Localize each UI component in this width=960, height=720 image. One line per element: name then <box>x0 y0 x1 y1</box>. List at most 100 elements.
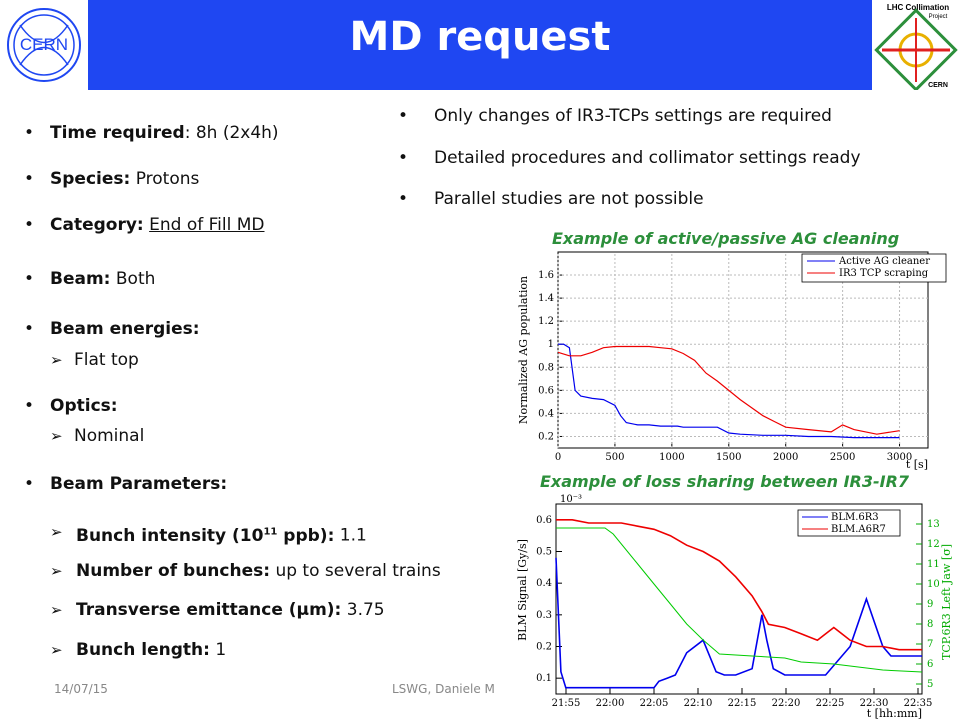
chart2-y2-tick-label: 11 <box>927 559 940 570</box>
chart1-y-tick-label: 1.6 <box>538 270 554 281</box>
chart2-y2-tick-label: 9 <box>927 599 933 610</box>
bunch-intensity-item: Bunch intensity (1011 ppb): 1.1 <box>76 521 367 547</box>
chart1-x-tick-label: 500 <box>605 452 624 463</box>
chart2-y-tick-label: 0.6 <box>536 515 552 526</box>
chart2-y-tick-label: 0.2 <box>536 642 552 653</box>
bullet-dot: • <box>398 189 409 209</box>
beam-item: Beam: Both <box>50 268 155 290</box>
chart1-legend-box <box>801 253 947 283</box>
category-value: End of Fill MD <box>149 215 265 235</box>
emittance-label: Transverse emittance (μm): <box>76 600 342 620</box>
chart1-y-axis-label: Normalized AG population <box>517 276 530 424</box>
chart1-y-tick-label: 0.8 <box>538 362 554 373</box>
chart2-x-tick-label: 22:00 <box>596 698 625 709</box>
params-item: Beam Parameters: <box>50 473 227 495</box>
emittance-item: Transverse emittance (μm): 3.75 <box>76 599 385 621</box>
bullet-dot: • <box>24 474 35 494</box>
beam-value: Both <box>110 269 156 289</box>
emittance-value: 3.75 <box>341 600 385 620</box>
bullet-dot: • <box>398 148 409 168</box>
chart2-y-tick-label: 0.3 <box>536 610 552 621</box>
arrow-bullet-icon: ➢ <box>50 523 63 541</box>
bunch-intensity-value: 1.1 <box>334 525 367 546</box>
optics-item: Optics: <box>50 395 118 417</box>
chart2-x-tick-label: 22:10 <box>684 698 713 709</box>
bullet-dot: • <box>24 215 35 235</box>
energies-label: Beam energies: <box>50 319 200 339</box>
time-required-item: Time required: 8h (2x4h) <box>50 122 279 144</box>
bunch-length-value: 1 <box>209 640 227 660</box>
nbunch-label: Number of bunches: <box>76 561 271 581</box>
chart2-y2-tick-label: 7 <box>927 639 933 650</box>
chart2-y-tick-label: 0.5 <box>536 547 552 558</box>
chart2-y2-tick-label: 13 <box>927 519 940 530</box>
category-item: Category: End of Fill MD <box>50 214 265 236</box>
chart2-y2-tick-label: 8 <box>927 619 933 630</box>
arrow-bullet-icon: ➢ <box>50 427 63 445</box>
chart2-legend-entry-1: BLM.A6R7 <box>831 524 886 535</box>
time-required-value: : 8h (2x4h) <box>184 123 279 143</box>
chart2-x-tick-label: 22:05 <box>640 698 669 709</box>
chart2-x-tick-label: 21:55 <box>552 698 581 709</box>
svg-text:CERN: CERN <box>928 82 948 89</box>
chart2-legend-box <box>797 509 901 537</box>
cern-logo: CERN <box>0 0 88 90</box>
optics-label: Optics: <box>50 396 118 416</box>
arrow-bullet-icon: ➢ <box>50 562 63 580</box>
svg-text:LHC Collimation: LHC Collimation <box>887 3 949 12</box>
chart2-caption: Example of loss sharing between IR3-IR7 <box>540 472 910 491</box>
params-label: Beam Parameters: <box>50 474 228 494</box>
category-label: Category: <box>50 215 144 235</box>
chart2-x-tick-label: 22:30 <box>860 698 889 709</box>
bunch-length-label: Bunch length: <box>76 640 210 660</box>
chart2-series-1-line <box>556 518 922 651</box>
bullet-dot: • <box>24 319 35 339</box>
nbunch-value: up to several trains <box>270 561 441 581</box>
chart1-y-tick-label: 1.4 <box>538 293 554 304</box>
chart1-x-tick-label: 2000 <box>773 452 798 463</box>
chart1-y-tick-label: 1 <box>548 339 554 350</box>
chart1-x-tick-label: 0 <box>555 452 561 463</box>
arrow-bullet-icon: ➢ <box>50 351 63 369</box>
svg-text:Project: Project <box>929 14 948 20</box>
energies-sub-item: Flat top <box>74 350 139 370</box>
chart1-x-tick-label: 1000 <box>659 452 684 463</box>
arrow-bullet-icon: ➢ <box>50 641 63 659</box>
chart2-y2-tick-label: 10 <box>927 579 940 590</box>
bullet-dot: • <box>24 396 35 416</box>
bullet-dot: • <box>24 269 35 289</box>
chart1-legend-entry-0: Active AG cleaner <box>838 256 930 267</box>
chart1-y-tick-label: 1.2 <box>538 316 554 327</box>
chart2-legend-entry-0: BLM.6R3 <box>831 512 879 523</box>
chart1-x-tick-label: 3000 <box>887 452 912 463</box>
bunch-intensity-label: Bunch intensity (10 <box>76 525 264 546</box>
right-list-item: Detailed procedures and collimator setti… <box>434 148 861 168</box>
right-list-item: Parallel studies are not possible <box>434 189 704 209</box>
chart1-plot-frame <box>557 251 929 449</box>
chart2-y2-tick-label: 6 <box>927 659 933 670</box>
chart2-y-tick-label: 0.4 <box>536 578 552 589</box>
bunch-intensity-label-end: ppb): <box>277 525 335 546</box>
chart2-x-tick-label: 22:20 <box>772 698 801 709</box>
nbunch-item: Number of bunches: up to several trains <box>76 560 441 582</box>
energies-item: Beam energies: <box>50 318 200 340</box>
ag-cleaning-chart: Normalized AG population t [s] 0 500 1000 1… <box>517 251 947 471</box>
chart1-x-tick-label: 2500 <box>830 452 855 463</box>
chart2-series-2-line <box>556 527 923 673</box>
right-list-item: Only changes of IR3-TCPs settings are re… <box>434 106 832 126</box>
lhc-collimation-logo: LHC Collimation Project CERN <box>872 0 960 92</box>
beam-label: Beam: <box>50 269 111 289</box>
chart2-x-tick-label: 22:15 <box>728 698 757 709</box>
optics-sub-item: Nominal <box>74 426 145 446</box>
loss-sharing-chart: 10⁻³ BLM Signal [Gy/s] TCP.6R3 Left Jaw … <box>516 494 953 720</box>
chart1-x-tick-label: 1500 <box>716 452 741 463</box>
bullet-dot: • <box>24 169 35 189</box>
chart1-y-tick-label: 0.2 <box>538 431 554 442</box>
title-banner <box>0 0 960 90</box>
chart2-x-tick-label: 22:35 <box>904 698 933 709</box>
chart2-y-axis-label: BLM Signal [Gy/s] <box>516 539 529 641</box>
chart2-y-multiplier: 10⁻³ <box>560 494 582 505</box>
bullet-dot: • <box>398 106 409 126</box>
page-title: MD request <box>349 14 611 60</box>
chart2-x-tick-label: 22:25 <box>816 698 845 709</box>
